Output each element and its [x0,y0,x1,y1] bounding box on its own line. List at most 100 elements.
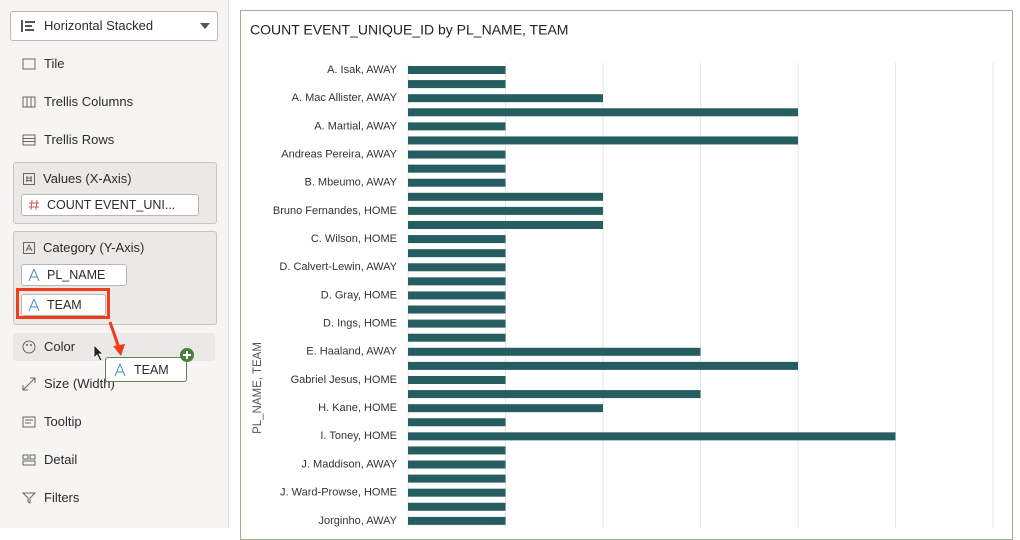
icon [22,454,36,466]
field-pill[interactable]: TEAM [21,294,106,316]
y-tick-label: A. Isak, AWAY [327,64,398,76]
bar [408,418,506,427]
label: Category (Y-Axis) [43,240,145,255]
category-section: Category (Y-Axis) PL_NAME TEAM [13,231,217,325]
size-item[interactable]: Size (Width) [22,374,115,394]
bar [408,122,506,131]
label: PL_NAME [47,268,106,282]
sidebar: Horizontal Stacked Tile Trellis Columns … [0,0,229,528]
bar [408,305,506,314]
chart-type-select[interactable]: Horizontal Stacked [10,11,218,41]
icon [114,363,126,376]
values-section: Values (X-Axis) COUNT EVENT_UNI... [13,162,217,224]
highlight-box [16,288,110,319]
icon [22,58,36,70]
y-tick-label: A. Mac Allister, AWAY [292,92,398,104]
bar [408,502,506,511]
bar [408,80,506,89]
label: Trellis Columns [44,94,134,109]
chart-title: COUNT EVENT_UNIQUE_ID by PL_NAME, TEAM [250,22,568,38]
select-label: Horizontal Stacked [44,18,154,33]
icon [22,492,36,504]
bar [408,474,506,483]
label: TEAM [134,362,169,377]
label: Tooltip [44,414,82,429]
section-header: Values (X-Axis) [23,169,132,189]
bar [408,446,506,455]
label: Tile [44,56,65,71]
tile-item[interactable]: Tile [22,54,64,74]
y-tick-label: D. Gray, HOME [321,289,397,301]
y-tick-label: D. Calvert-Lewin, AWAY [279,261,397,273]
detail-item[interactable]: Detail [22,450,77,470]
label: Color [44,339,76,354]
icon [22,377,36,391]
label: Values (X-Axis) [43,171,132,186]
section-header: Category (Y-Axis) [23,238,144,258]
filters-item[interactable]: Filters [22,488,79,508]
icon [22,416,36,428]
icon [28,269,40,281]
bar [408,333,506,342]
y-tick-label: B. Mbeumo, AWAY [304,177,397,189]
bar [408,108,798,117]
label: Detail [44,452,78,467]
y-tick-label: H. Kane, HOME [318,402,397,414]
color-item[interactable]: Color [22,337,75,357]
tooltip-item[interactable]: Tooltip [22,412,82,432]
icon [22,96,36,108]
label: Filters [44,490,80,505]
add-badge [180,348,194,362]
y-tick-label: Bruno Fernandes, HOME [273,205,397,217]
icon [22,340,36,354]
bar [408,164,506,173]
field-pill[interactable]: COUNT EVENT_UNI... [21,194,199,216]
icon [22,134,36,146]
bar [408,390,701,399]
icon [23,242,35,254]
icon [29,199,39,211]
bar [408,249,506,258]
bar [408,150,506,159]
y-tick-label: Jorginho, AWAY [319,515,398,527]
icon [23,173,35,185]
bar [408,460,506,469]
y-tick-label: J. Maddison, AWAY [301,458,397,470]
bar [408,291,506,300]
drag-arrow [93,321,125,362]
dropdown-arrow [200,23,210,29]
trellis-columns-item[interactable]: Trellis Columns [22,92,133,112]
label: Trellis Rows [44,132,115,147]
y-tick-label: E. Haaland, AWAY [306,346,397,358]
bar [408,206,603,215]
y-tick-label: I. Toney, HOME [320,430,397,442]
label: COUNT EVENT_UNI... [47,198,176,212]
drag-item[interactable]: TEAM [105,357,187,382]
field-pill[interactable]: PL_NAME [21,264,127,286]
chart: COUNT EVENT_UNIQUE_ID by PL_NAME, TEAM P… [250,22,994,528]
bar [408,432,896,441]
bar [408,347,701,356]
bar [408,361,798,370]
bar [408,375,506,384]
bar [408,220,603,229]
bar [408,404,603,413]
bar [408,235,506,244]
y-tick-label: A. Martial, AWAY [314,120,397,132]
bar [408,319,506,328]
icon [21,20,35,32]
bar [408,178,506,187]
y-tick-label: J. Ward-Prowse, HOME [280,487,397,499]
y-axis-label: PL_NAME, TEAM [252,342,264,434]
y-tick-label: C. Wilson, HOME [311,233,397,245]
y-tick-label: D. Ings, HOME [323,318,397,330]
bar [408,94,603,103]
bar [408,488,506,497]
trellis-rows-item[interactable]: Trellis Rows [22,130,114,150]
y-tick-label: Andreas Pereira, AWAY [281,148,397,160]
bar [408,516,506,525]
bar [408,192,603,201]
bar [408,66,506,74]
label: Size (Width) [44,376,115,391]
